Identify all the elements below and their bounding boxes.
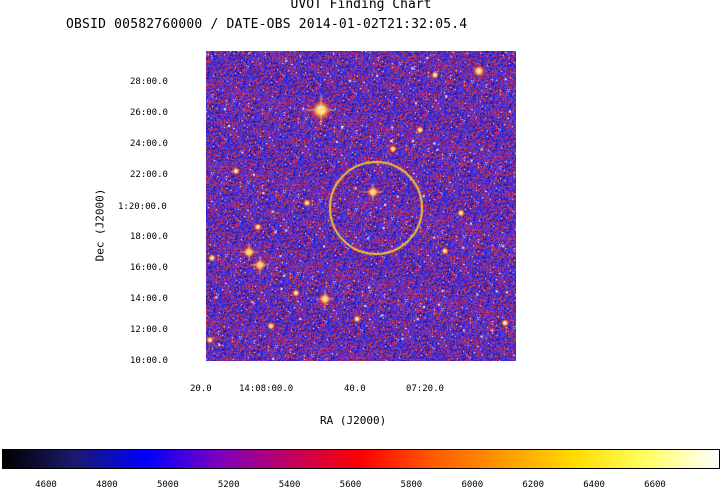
y-tick-label: 1:20:00.0	[118, 202, 167, 212]
colorbar-tick-label: 5800	[400, 480, 423, 490]
y-tick-label: 24:00.0	[130, 139, 168, 149]
y-tick-label: 28:00.0	[130, 77, 168, 87]
colorbar-tick-label: 6200	[522, 480, 545, 490]
chart-title: UVOT Finding Chart	[290, 0, 432, 12]
y-tick-label: 14:00.0	[130, 294, 168, 304]
colorbar-tick-label: 4800	[96, 480, 118, 490]
y-tick-label: 16:00.0	[130, 263, 168, 273]
colorbar-tick-label: 5400	[278, 480, 301, 490]
x-tick-label: 07:20.0	[406, 384, 444, 394]
colorbar-tick-label: 5000	[156, 480, 179, 490]
observation-subtitle: OBSID 00582760000 / DATE-OBS 2014-01-02T…	[66, 17, 468, 32]
y-tick-label: 22:00.0	[130, 170, 168, 180]
sky-field-image	[206, 51, 516, 361]
y-tick-label: 18:00.0	[130, 232, 168, 242]
y-tick-label: 26:00.0	[130, 108, 168, 118]
colorbar-tick-label: 6000	[461, 480, 484, 490]
colorbar-tick-label: 5600	[339, 480, 362, 490]
colorbar-tick-label: 6600	[644, 480, 666, 490]
colorbar	[2, 449, 720, 469]
x-tick-label: 14:08:00.0	[239, 384, 294, 394]
y-tick-label: 12:00.0	[130, 325, 168, 335]
colorbar-tick-label: 4600	[35, 480, 57, 490]
colorbar-tick-label: 6400	[583, 480, 605, 490]
colorbar-tick-label: 5200	[217, 480, 240, 490]
x-axis-label: RA (J2000)	[320, 414, 387, 427]
x-tick-label: 20.0	[190, 384, 212, 394]
y-tick-label: 10:00.0	[130, 356, 168, 366]
y-axis-label: Dec (J2000)	[93, 188, 107, 262]
x-tick-label: 40.0	[344, 384, 366, 394]
